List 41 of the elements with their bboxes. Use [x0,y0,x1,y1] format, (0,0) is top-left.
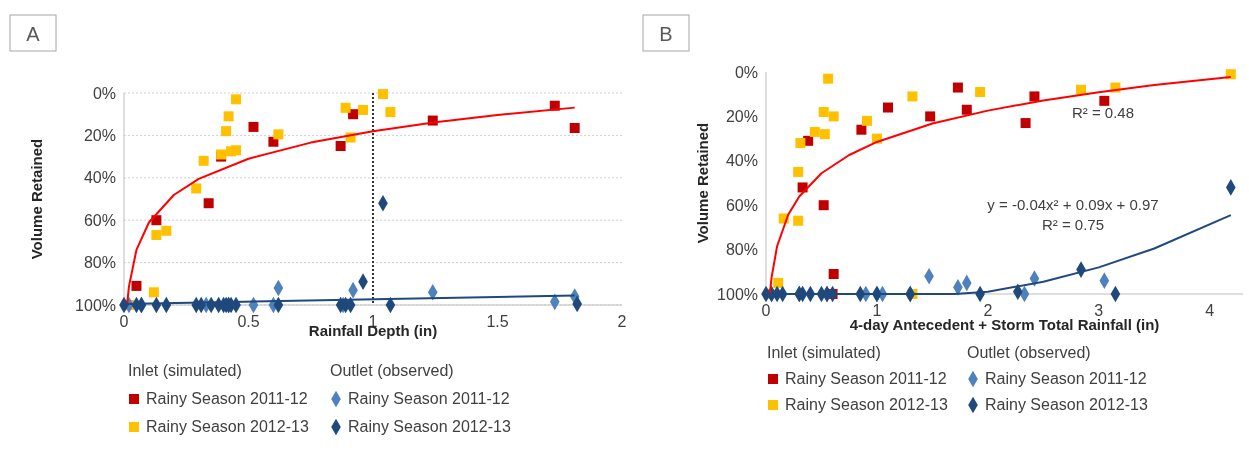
legend-label: Rainy Season 2012-13 [146,418,309,435]
legend-label: Rainy Season 2011-12 [348,390,510,407]
x-tick-label: 1 [872,302,882,319]
x-tick-label: 1.5 [486,313,509,330]
text: Inlet (simulated) [128,362,242,379]
y-tick-label: 100% [717,285,758,303]
y-tick-label: 0% [92,84,116,102]
x-tick-label: 4 [1205,302,1215,319]
x-tick-label: 0 [119,313,129,330]
y-tick-label: 80% [83,254,116,272]
legend-label: Rainy Season 2011-12 [146,390,308,407]
y-tick-label: 100% [75,296,116,314]
x-axis-title: 4-day Antecedent + Storm Total Rainfall (in) [849,316,1160,333]
chart-title: B [659,23,673,45]
y-axis-title: Volume Retained [694,122,711,244]
annotation: R² = 0.75 [1041,216,1105,234]
y-tick-label: 60% [83,211,116,229]
legend-label: Rainy Season 2011-12 [985,370,1147,387]
x-tick-label: 0 [761,302,771,319]
y-tick-label: 20% [725,108,758,125]
legend-label: Rainy Season 2012-13 [985,396,1148,413]
legend-label: Rainy Season 2011-12 [785,370,947,387]
text: Outlet (observed) [330,362,454,379]
y-tick-label: 40% [83,169,116,187]
x-tick-label: 0.5 [237,313,260,330]
y-axis-title: Volume Retained [28,138,45,260]
x-tick-label: 2 [617,313,627,330]
y-tick-label: 40% [725,152,758,170]
y-tick-label: 0% [734,63,758,81]
legend-label: Rainy Season 2012-13 [785,396,948,413]
text: Inlet (simulated) [767,344,881,361]
chart-title: A [26,23,41,45]
text: Outlet (observed) [967,344,1091,361]
annotation: R² = 0.48 [1071,104,1135,122]
x-tick-label: 2 [983,302,993,319]
y-tick-label: 80% [725,241,758,259]
y-tick-label: 20% [83,127,116,144]
legend-label: Rainy Season 2012-13 [348,418,511,435]
annotation: y = -0.04x² + 0.09x + 0.97 [987,196,1159,214]
y-tick-label: 60% [725,196,758,214]
x-tick-label: 3 [1094,302,1104,319]
